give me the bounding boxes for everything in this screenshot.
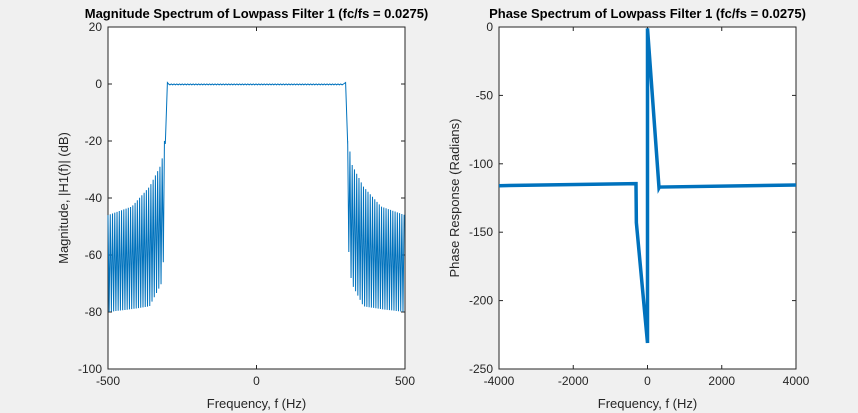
magnitude-series-line [107, 81, 405, 312]
phase-xtick-label: -4000 [484, 374, 515, 388]
phase-ytick-label: -150 [469, 225, 493, 239]
magnitude-ytick-label: 20 [89, 20, 103, 34]
magnitude-xtick-label: 0 [253, 374, 260, 388]
phase-ytick-label: -50 [476, 88, 494, 102]
phase-title: Phase Spectrum of Lowpass Filter 1 (fc/f… [489, 6, 806, 21]
magnitude-title: Magnitude Spectrum of Lowpass Filter 1 (… [85, 6, 429, 21]
phase-ytick-label: -200 [469, 294, 493, 308]
phase-plot: Phase Spectrum of Lowpass Filter 1 (fc/f… [447, 6, 810, 411]
magnitude-ytick-label: -60 [85, 248, 103, 262]
phase-series-line [498, 28, 797, 344]
magnitude-plot: Magnitude Spectrum of Lowpass Filter 1 (… [56, 6, 428, 411]
magnitude-ytick-label: -40 [85, 191, 103, 205]
phase-xtick-label: 2000 [708, 374, 735, 388]
phase-ylabel: Phase Response (Radians) [447, 119, 462, 278]
phase-ytick-label: -250 [469, 362, 493, 376]
phase-ytick-label: -100 [469, 157, 493, 171]
phase-xtick-label: 4000 [783, 374, 810, 388]
magnitude-xtick-label: 500 [395, 374, 415, 388]
phase-xtick-label: 0 [644, 374, 651, 388]
magnitude-ylabel: Magnitude, |H1(f)| (dB) [56, 132, 71, 264]
magnitude-ytick-label: 0 [95, 77, 102, 91]
phase-xlabel: Frequency, f (Hz) [598, 396, 697, 411]
phase-xtick-label: -2000 [558, 374, 589, 388]
magnitude-ytick-label: -100 [78, 362, 102, 376]
magnitude-xtick-label: -500 [96, 374, 120, 388]
magnitude-ytick-label: -80 [85, 305, 103, 319]
magnitude-ytick-label: -20 [85, 134, 103, 148]
phase-ytick-label: 0 [486, 20, 493, 34]
magnitude-xlabel: Frequency, f (Hz) [207, 396, 306, 411]
